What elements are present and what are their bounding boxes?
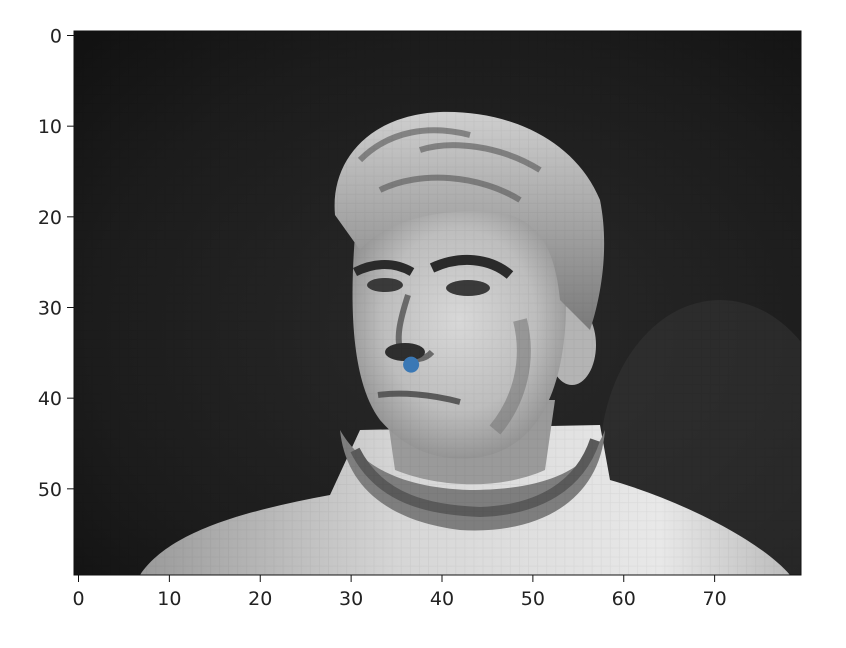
y-tick-label: 0 — [50, 26, 62, 48]
y-tick-label: 10 — [38, 116, 62, 138]
x-tick-label: 40 — [430, 588, 454, 610]
y-tick-label: 40 — [38, 388, 62, 410]
x-tick-label: 60 — [612, 588, 636, 610]
x-tick-label: 0 — [72, 588, 84, 610]
scatter-point — [403, 356, 420, 373]
x-tick-label: 50 — [521, 588, 545, 610]
x-axis: 0 10 20 30 40 50 60 70 — [72, 575, 727, 610]
x-tick-label: 70 — [703, 588, 727, 610]
y-axis: 0 10 20 30 40 50 — [38, 26, 74, 501]
scatter-markers — [403, 356, 420, 373]
portrait-image — [74, 31, 801, 575]
x-tick-label: 10 — [157, 588, 181, 610]
x-tick-label: 20 — [248, 588, 272, 610]
y-tick-label: 50 — [38, 479, 62, 501]
y-tick-label: 30 — [38, 298, 62, 320]
x-tick-label: 30 — [339, 588, 363, 610]
y-tick-label: 20 — [38, 207, 62, 229]
axes-frame — [73, 30, 802, 576]
